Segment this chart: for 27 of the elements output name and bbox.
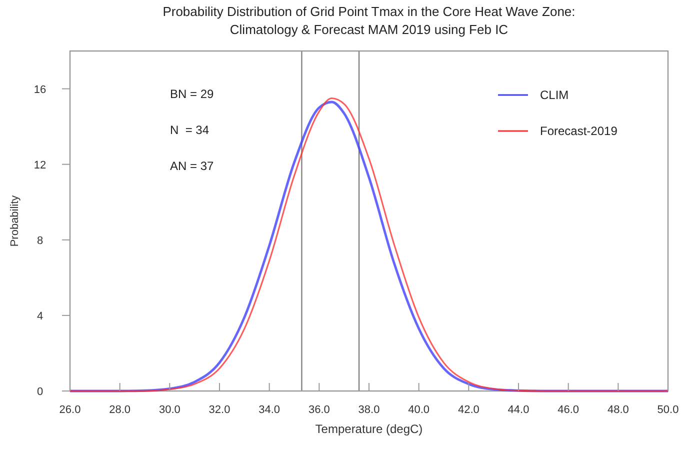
y-tick-label: 0: [36, 386, 44, 398]
x-tick-label: 38.0: [358, 404, 380, 416]
x-tick-label: 32.0: [208, 404, 230, 416]
x-tick-label: 30.0: [158, 404, 180, 416]
x-tick-label: 34.0: [258, 404, 280, 416]
annotation: N = 34: [170, 123, 210, 137]
x-tick-label: 36.0: [308, 404, 330, 416]
chart-subtitle: Climatology & Forecast MAM 2019 using Feb IC: [230, 22, 508, 37]
y-tick-label: 4: [36, 310, 44, 322]
x-tick-label: 44.0: [508, 404, 530, 416]
legend-label: CLIM: [540, 88, 569, 102]
y-axis-title: Probability: [9, 194, 21, 247]
x-tick-label: 40.0: [408, 404, 430, 416]
x-tick-label: 28.0: [109, 404, 131, 416]
y-tick-label: 16: [34, 84, 46, 96]
x-tick-label: 50.0: [657, 404, 679, 416]
x-tick-label: 48.0: [607, 404, 629, 416]
annotation: BN = 29: [170, 87, 214, 101]
x-axis-title: Temperature (degC): [315, 422, 423, 436]
legend-label: Forecast-2019: [540, 124, 618, 138]
x-tick-label: 42.0: [458, 404, 480, 416]
x-tick-label: 46.0: [558, 404, 580, 416]
x-tick-label: 26.0: [59, 404, 81, 416]
chart-title: Probability Distribution of Grid Point Tmax in the Core Heat Wave Zone:: [162, 4, 576, 19]
y-tick-label: 12: [34, 159, 46, 172]
y-tick-label: 8: [36, 234, 44, 247]
annotation: AN = 37: [170, 159, 214, 173]
